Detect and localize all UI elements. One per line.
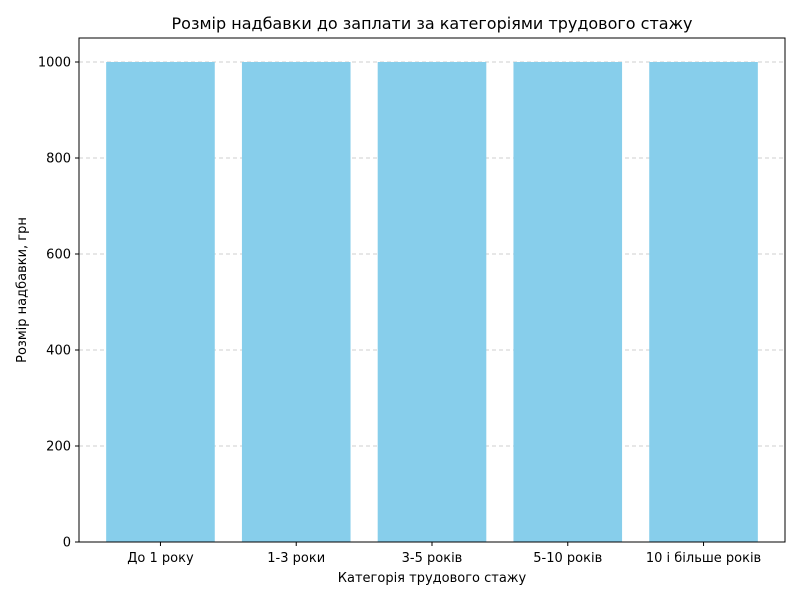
y-tick-label-600: 600 [46, 248, 71, 263]
bar-3 [377, 62, 487, 542]
x-tick-label-2: 1-3 роки [267, 551, 325, 566]
plot-frame [78, 37, 786, 543]
y-tick-label-1000: 1000 [38, 56, 71, 71]
y-axis-label: Розмір надбавки, грн [15, 217, 30, 363]
bar-2 [241, 62, 351, 542]
chart-title: Розмір надбавки до заплати за категоріям… [172, 14, 693, 33]
bar-4 [513, 62, 623, 542]
x-axis-ticks: До 1 року 1-3 роки 3-5 років 5-10 років 10 і… [127, 542, 761, 566]
y-tick-label-800: 800 [46, 152, 71, 167]
y-tick-label-200: 200 [46, 440, 71, 455]
y-axis-ticks: 0 200 400 600 800 1000 [38, 56, 79, 551]
x-tick-label-4: 5-10 років [533, 551, 602, 566]
x-tick-label-1: До 1 року [127, 551, 194, 566]
x-tick-label-3: 3-5 років [402, 551, 463, 566]
bar-5 [649, 62, 758, 542]
bar-1 [106, 62, 215, 542]
bars [106, 62, 758, 542]
y-tick-label-400: 400 [46, 344, 71, 359]
x-tick-label-5: 10 і більше років [646, 551, 761, 566]
y-tick-label-0: 0 [63, 536, 71, 551]
x-axis-label: Категорія трудового стажу [338, 571, 527, 586]
